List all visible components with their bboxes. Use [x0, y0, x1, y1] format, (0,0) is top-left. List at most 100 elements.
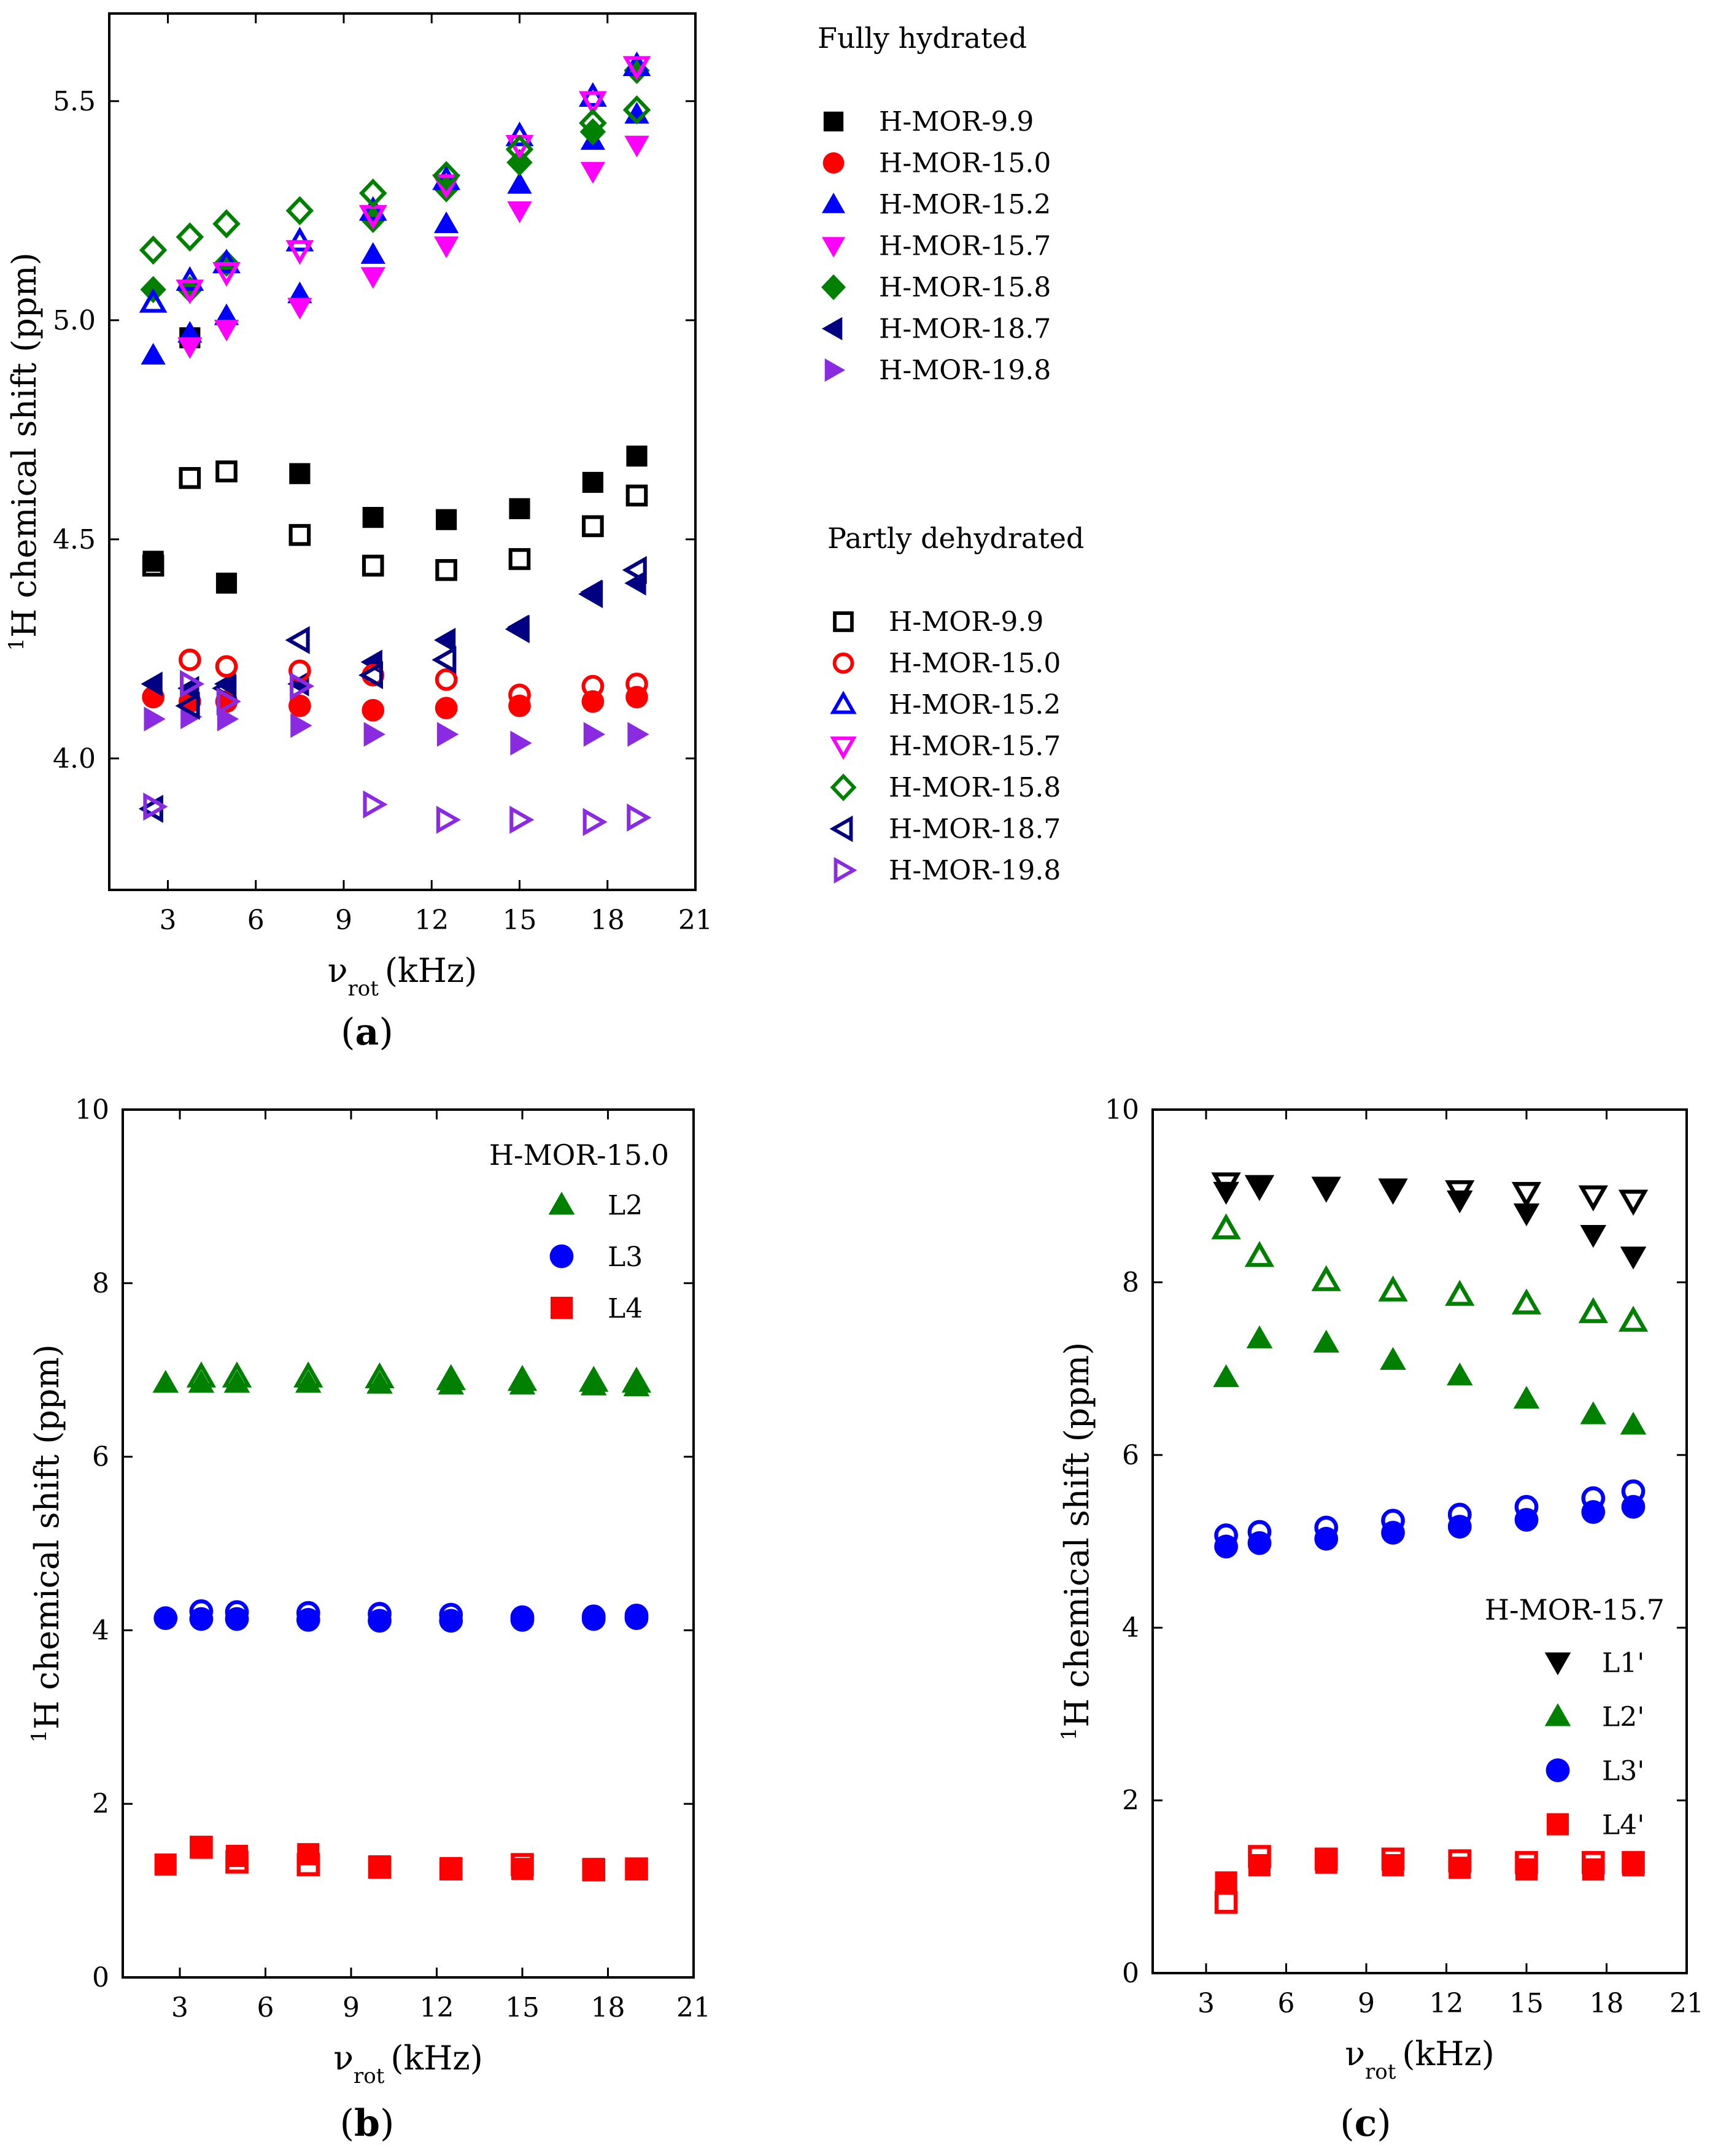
- data-point: [578, 82, 607, 107]
- data-point: [1314, 1515, 1339, 1540]
- data-point: [368, 1602, 392, 1626]
- y-tick-label: 8: [92, 1268, 109, 1299]
- legend-label: H-MOR-18.7: [879, 314, 1051, 345]
- data-point: [143, 792, 168, 821]
- x-tick-label: 9: [1358, 1988, 1375, 2019]
- data-point: [1515, 1858, 1538, 1881]
- data-point: [582, 808, 608, 837]
- data-point: [1578, 1297, 1608, 1323]
- panel-label: (c): [1340, 2102, 1391, 2145]
- legend-label: H-MOR-9.9: [889, 606, 1043, 638]
- data-point: [139, 288, 168, 313]
- y-tick-label: 4: [1122, 1612, 1139, 1644]
- data-point: [622, 56, 651, 81]
- y-tick-label: 4.0: [53, 743, 96, 775]
- data-point: [510, 730, 532, 755]
- data-point: [225, 1607, 249, 1631]
- panel-label-close: ): [1377, 2102, 1391, 2145]
- legend: H-MOR-15.7 L1' L2' L3' L4': [1485, 1593, 1665, 1841]
- y-tick-label: 6: [92, 1442, 109, 1473]
- x-tick-label: 18: [1590, 1988, 1624, 2019]
- y-tick-label: 2: [92, 1788, 109, 1820]
- data-point: [625, 1858, 648, 1880]
- data-point: [433, 211, 459, 233]
- data-point: [435, 668, 458, 691]
- data-point: [622, 95, 651, 125]
- legend-marker: [823, 111, 844, 132]
- data-point: [433, 627, 456, 653]
- data-point: [296, 1601, 320, 1625]
- data-point: [285, 226, 314, 252]
- x-axis-label-unit: (kHz): [385, 951, 477, 990]
- data-point: [627, 722, 649, 747]
- x-tick-label: 12: [1430, 1988, 1464, 2019]
- data-point: [1449, 1857, 1471, 1879]
- data-point: [626, 446, 648, 467]
- data-point: [358, 196, 387, 221]
- data-point: [1580, 1225, 1607, 1248]
- data-point: [215, 655, 238, 678]
- legend-label: L4: [608, 1293, 643, 1324]
- legend-marker: [1544, 1703, 1571, 1726]
- legend-marker: [1544, 1652, 1571, 1675]
- x-axis-label-subscript: rot: [354, 2064, 385, 2088]
- data-point: [1513, 1386, 1540, 1409]
- data-point: [1211, 1172, 1241, 1199]
- data-point: [622, 555, 647, 584]
- x-tick-label: 9: [335, 905, 352, 936]
- data-point: [439, 1602, 463, 1627]
- data-point: [293, 1361, 323, 1388]
- data-point: [142, 554, 164, 577]
- y-tick-label: 4: [92, 1615, 109, 1646]
- data-point: [179, 467, 201, 489]
- y-tick-label: 0: [92, 1962, 109, 1993]
- data-point: [579, 118, 606, 145]
- data-point: [432, 161, 460, 191]
- y-axis-label: 1H chemical shift (ppm): [4, 252, 44, 651]
- data-point: [362, 507, 384, 528]
- chart-panel-c: 3 6 9 12 15 18 21 0 2 4 6 8 10 νrot (kHz) 1H chemical s…: [1057, 1094, 1704, 2145]
- data-point: [1511, 1181, 1542, 1208]
- data-point: [287, 281, 312, 304]
- data-point: [141, 342, 166, 365]
- data-point: [1313, 1329, 1340, 1353]
- legend-marker: [821, 274, 846, 300]
- data-point: [1214, 1523, 1239, 1548]
- data-point: [362, 698, 385, 722]
- data-point: [1622, 1851, 1645, 1874]
- data-point: [1382, 1854, 1404, 1877]
- y-axis-label-text: H chemical shift (ppm): [5, 252, 44, 638]
- panel-label-close: ): [380, 2102, 394, 2145]
- data-point: [215, 573, 238, 594]
- data-point: [1381, 1509, 1405, 1533]
- data-point: [625, 1857, 648, 1881]
- legend-label: L3': [1602, 1755, 1644, 1787]
- data-point: [176, 222, 204, 252]
- data-point: [436, 509, 457, 530]
- legend-marker: [548, 1191, 575, 1215]
- x-tick-label: 6: [1278, 1988, 1295, 2019]
- data-point: [435, 558, 457, 581]
- data-point: [627, 803, 652, 832]
- x-tick-label: 21: [678, 905, 713, 936]
- panel-label-open: (: [340, 2102, 354, 2145]
- data-point: [368, 1855, 392, 1879]
- data-point: [1620, 1412, 1647, 1435]
- data-point: [190, 1836, 213, 1859]
- data-point: [212, 209, 241, 239]
- data-point: [1448, 1849, 1472, 1872]
- data-point: [175, 692, 200, 721]
- data-point: [225, 1850, 249, 1874]
- x-axis-label: νrot (kHz): [328, 951, 478, 1001]
- data-point: [1244, 1175, 1275, 1201]
- legend-label: L3: [608, 1242, 643, 1273]
- legend-marker: [1546, 1758, 1570, 1782]
- x-tick-label: 3: [171, 1992, 188, 2023]
- x-tick-label: 3: [1197, 1988, 1215, 2019]
- data-point: [505, 134, 534, 164]
- data-point: [296, 1608, 320, 1632]
- data-point: [368, 1609, 392, 1633]
- data-point: [1620, 1246, 1647, 1270]
- x-axis-label-symbol: ν: [333, 2039, 354, 2077]
